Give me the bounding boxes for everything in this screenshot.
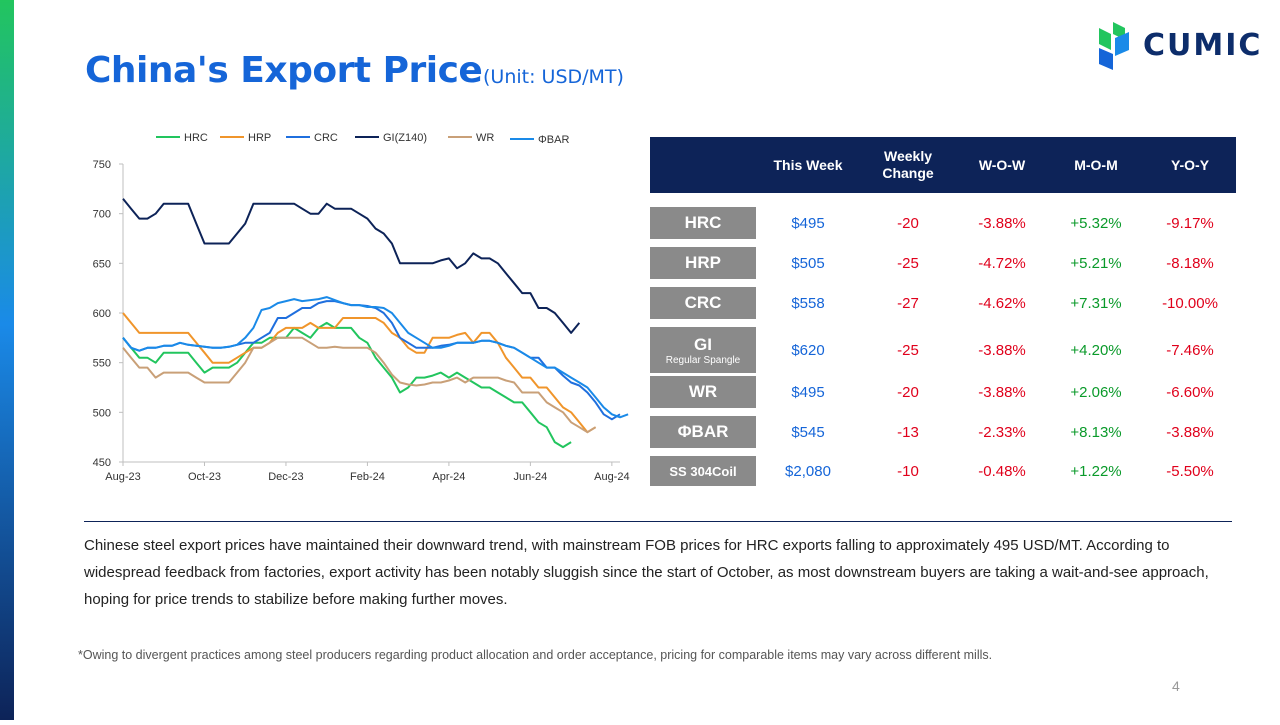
weekly-change-cell: -27 [897,294,919,312]
wow-cell: -4.72% [978,254,1026,272]
product-subtitle: Regular Spangle [665,354,741,366]
decorative-edge-stripe [0,0,14,720]
series-line-wr [122,336,597,434]
yoy-cell: -5.50% [1166,462,1214,480]
series-line-gi-z140- [122,198,581,334]
yoy-cell: -9.17% [1166,214,1214,232]
mom-cell: +1.22% [1070,462,1122,480]
wow-cell: -3.88% [978,383,1026,401]
cumic-logo: CUMIC [1095,20,1265,72]
logo-wordmark: CUMIC [1143,28,1263,63]
wow-cell: -0.48% [978,462,1026,480]
yoy-cell: -10.00% [1162,294,1218,312]
footnote: *Owing to divergent practices among stee… [78,648,993,662]
x-tick-label: Feb-24 [350,471,385,483]
table-row: WR $495 -20 -3.88% +2.06% -6.60% [650,376,1236,408]
wow-cell: -3.88% [978,341,1026,359]
weekly-change-cell: -13 [897,423,919,441]
price-cell: $495 [791,383,825,401]
y-tick-label: 450 [93,457,111,469]
header-weekly-change: Weekly Change [882,148,934,181]
header-this-week: This Week [773,156,843,173]
weekly-change-cell: -25 [897,341,919,359]
header-mom: M-O-M [1074,156,1118,173]
legend-label: GI(Z140) [383,132,427,144]
table-row: ΦBAR $545 -13 -2.33% +8.13% -3.88% [650,416,1236,448]
price-cell: $558 [791,294,825,312]
price-line-chart: 450 500 550 600 650 700 750 Aug-23 Oct-23 Dec-23 F… [93,132,630,483]
header-yoy: Y-O-Y [1170,156,1210,173]
product-name: ΦBAR [677,422,729,441]
price-cell: $2,080 [785,462,831,480]
table-row: HRC $495 -20 -3.88% +5.32% -9.17% [650,207,1236,239]
weekly-change-cell: -20 [897,383,919,401]
series-line--bar [122,296,629,419]
wow-cell: -4.62% [978,294,1026,312]
y-tick-label: 500 [93,407,111,419]
yoy-cell: -3.88% [1166,423,1214,441]
table-header: This Week Weekly Change W-O-W M-O-M Y-O-… [650,137,1236,193]
table-row: CRC $558 -27 -4.62% +7.31% -10.00% [650,287,1236,319]
x-tick-label: Apr-24 [432,471,465,483]
table-row: GI Regular Spangle $620 -25 -3.88% +4.20% -7.4… [650,327,1236,373]
product-name: HRC [684,213,722,232]
mom-cell: +2.06% [1070,383,1122,401]
mom-cell: +4.20% [1070,341,1122,359]
product-label: WR [650,376,756,408]
yoy-cell: -7.46% [1166,341,1214,359]
x-tick-label: Aug-24 [594,471,629,483]
unit-label: (Unit: USD/MT) [483,66,624,88]
wow-cell: -2.33% [978,423,1026,441]
price-cell: $620 [791,341,825,359]
legend-label: HRC [184,132,208,144]
product-name: HRP [685,253,721,272]
price-cell: $495 [791,214,825,232]
yoy-cell: -6.60% [1166,383,1214,401]
price-cell: $545 [791,423,825,441]
x-tick-label: Dec-23 [268,471,303,483]
product-label: HRP [650,247,756,279]
product-label: CRC [650,287,756,319]
product-label: SS 304Coil [650,456,756,486]
x-tick-label: Aug-23 [105,471,140,483]
mom-cell: +5.32% [1070,214,1122,232]
product-name: GI [694,334,712,354]
weekly-change-cell: -25 [897,254,919,272]
y-tick-label: 600 [93,308,111,320]
mom-cell: +5.21% [1070,254,1122,272]
table-row: HRP $505 -25 -4.72% +5.21% -8.18% [650,247,1236,279]
x-tick-label: Oct-23 [188,471,221,483]
legend-label: WR [476,132,494,144]
product-name: SS 304Coil [669,463,737,479]
product-label: ΦBAR [650,416,756,448]
table-row: SS 304Coil $2,080 -10 -0.48% +1.22% -5.50% [650,456,1236,486]
series-line-hrp [122,312,597,434]
legend-label: CRC [314,132,338,144]
mom-cell: +8.13% [1070,423,1122,441]
y-tick-label: 700 [93,209,111,221]
page-title: China's Export Price [85,50,483,91]
series-line-hrc [122,321,572,449]
divider [84,521,1232,522]
x-tick-label: Jun-24 [514,471,548,483]
product-label: GI Regular Spangle [650,327,756,373]
wow-cell: -3.88% [978,214,1026,232]
legend-label: HRP [248,132,271,144]
header-wow: W-O-W [978,156,1026,173]
logo-mark-icon [1099,22,1129,70]
market-commentary: Chinese steel export prices have maintai… [84,537,1209,608]
y-tick-label: 550 [93,358,111,370]
y-tick-label: 650 [93,258,111,270]
mom-cell: +7.31% [1070,294,1122,312]
price-cell: $505 [791,254,825,272]
weekly-change-cell: -10 [897,462,919,480]
product-name: CRC [684,293,722,312]
product-label: HRC [650,207,756,239]
yoy-cell: -8.18% [1166,254,1214,272]
weekly-change-cell: -20 [897,214,919,232]
legend-label: ΦBAR [538,134,569,146]
page-number: 4 [1172,678,1180,694]
product-name: WR [688,382,718,401]
y-tick-label: 750 [93,159,111,171]
